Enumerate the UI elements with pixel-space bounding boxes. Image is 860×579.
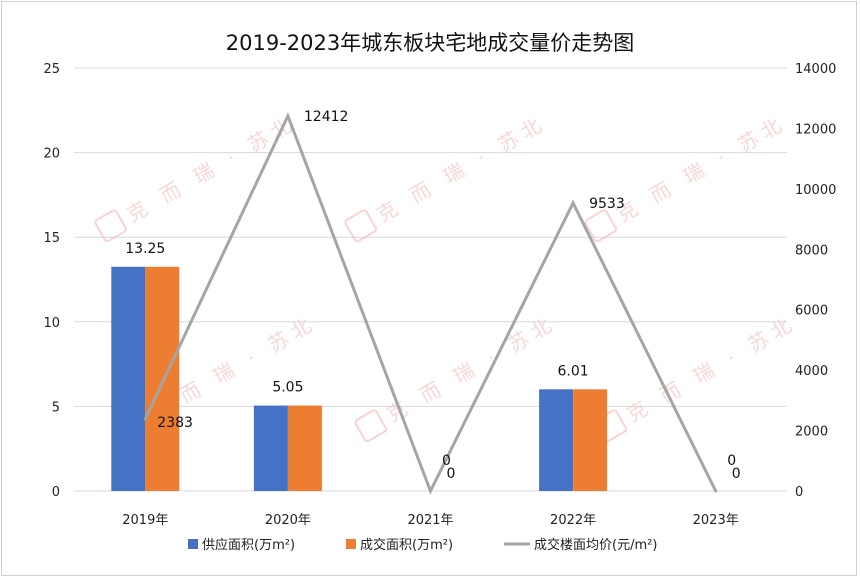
y-left-tick-label: 25 <box>43 62 60 77</box>
watermark: 克 而 瑞 · 苏北 <box>94 110 301 243</box>
legend-label: 供应面积(万m²) <box>202 537 295 553</box>
watermark-text: 克 而 瑞 · 苏北 <box>623 310 801 427</box>
y-right-tick-label: 8000 <box>795 243 828 258</box>
watermark: 克 而 瑞 · 苏北 <box>594 310 801 443</box>
line-data-label: 0 <box>732 466 741 482</box>
y-right-tick-label: 4000 <box>795 364 828 379</box>
watermark-logo-icon <box>94 209 128 243</box>
watermark-text: 克 而 瑞 · 苏北 <box>373 110 551 227</box>
y-right-tick-label: 6000 <box>795 304 828 319</box>
line-point <box>571 201 575 205</box>
watermark-logo-icon <box>584 209 618 243</box>
watermark-text: 克 而 瑞 · 苏北 <box>123 110 301 227</box>
legend-swatch <box>188 539 198 549</box>
line-point <box>714 489 718 493</box>
chart-title: 2019-2023年城东板块宅地成交量价走势图 <box>226 31 634 55</box>
line-layer <box>143 112 718 495</box>
y-right-tick-label: 10000 <box>795 183 836 198</box>
legend-label: 成交楼面均价(元/m²) <box>534 537 657 553</box>
y-left-tick-label: 15 <box>43 231 60 246</box>
bar-data-label: 6.01 <box>558 363 589 379</box>
y-left-tick-label: 0 <box>52 485 60 500</box>
x-tick-label: 2021年 <box>407 513 453 528</box>
bar <box>145 266 180 491</box>
bar-data-label: 5.05 <box>272 380 303 396</box>
watermark-text: 克 而 瑞 · 苏北 <box>613 110 791 227</box>
legend-label: 成交面积(万m²) <box>360 537 453 553</box>
x-tick-label: 2020年 <box>265 513 311 528</box>
watermark: 克 而 瑞 · 苏北 <box>344 110 551 243</box>
y-left-tick-label: 20 <box>43 147 60 162</box>
grid-lines <box>74 67 787 492</box>
watermark-logo-icon <box>344 209 378 243</box>
bars-layer <box>111 266 608 491</box>
y-right-tick-label: 0 <box>795 485 803 500</box>
bar-data-label: 13.25 <box>125 241 165 257</box>
legend-swatch <box>346 539 356 549</box>
line-point <box>286 114 290 118</box>
y-right-tick-label: 12000 <box>795 122 836 137</box>
bar <box>539 389 574 491</box>
bar <box>573 389 608 491</box>
bar-data-label: 0 <box>727 453 736 469</box>
line-point <box>429 489 432 493</box>
bar-data-label: 0 <box>442 453 451 469</box>
y-left-tick-label: 5 <box>52 400 60 415</box>
line-point <box>143 417 147 421</box>
bar <box>253 405 288 491</box>
bar <box>287 405 322 491</box>
line-data-label: 12412 <box>304 109 349 125</box>
x-tick-label: 2019年 <box>122 513 168 528</box>
axis-labels: 0 5 10 15 20 25 0 2000 4000 6000 8000 10000 12000 140… <box>43 62 836 528</box>
x-tick-label: 2022年 <box>550 513 596 528</box>
y-right-tick-label: 2000 <box>795 425 828 440</box>
watermark-logo-icon <box>354 409 388 443</box>
legend: 供应面积(万m²) 成交面积(万m²) 成交楼面均价(元/m²) <box>188 537 657 553</box>
data-labels: 13.25 5.05 0 6.01 0 2383 12412 0 9533 0 <box>125 109 740 482</box>
watermark: 克 而 瑞 · 苏北 <box>584 110 791 243</box>
y-left-tick-label: 10 <box>43 316 60 331</box>
line-data-label: 2383 <box>157 415 193 431</box>
y-right-tick-label: 14000 <box>795 62 836 77</box>
line-data-label: 0 <box>447 466 456 482</box>
line-data-label: 9533 <box>589 196 625 212</box>
x-tick-label: 2023年 <box>693 513 739 528</box>
watermark-layer: 克 而 瑞 · 苏北克 而 瑞 · 苏北克 而 瑞 · 苏北克 而 瑞 · 苏北… <box>94 110 801 443</box>
bar <box>111 266 146 491</box>
